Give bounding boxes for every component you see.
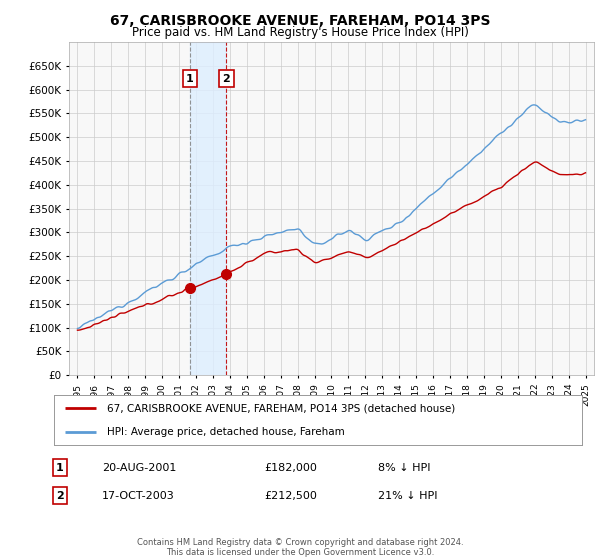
Text: 67, CARISBROOKE AVENUE, FAREHAM, PO14 3PS: 67, CARISBROOKE AVENUE, FAREHAM, PO14 3P… xyxy=(110,14,490,28)
Text: 20-AUG-2001: 20-AUG-2001 xyxy=(102,463,176,473)
Text: 21% ↓ HPI: 21% ↓ HPI xyxy=(378,491,437,501)
Text: 1: 1 xyxy=(186,74,194,83)
Text: 67, CARISBROOKE AVENUE, FAREHAM, PO14 3PS (detached house): 67, CARISBROOKE AVENUE, FAREHAM, PO14 3P… xyxy=(107,403,455,413)
Text: Contains HM Land Registry data © Crown copyright and database right 2024.
This d: Contains HM Land Registry data © Crown c… xyxy=(137,538,463,557)
Bar xyxy=(190,42,226,375)
Text: £212,500: £212,500 xyxy=(264,491,317,501)
Text: 2: 2 xyxy=(223,74,230,83)
Text: £182,000: £182,000 xyxy=(264,463,317,473)
Text: 2: 2 xyxy=(56,491,64,501)
Text: Price paid vs. HM Land Registry's House Price Index (HPI): Price paid vs. HM Land Registry's House … xyxy=(131,26,469,39)
Text: 1: 1 xyxy=(56,463,64,473)
Text: 8% ↓ HPI: 8% ↓ HPI xyxy=(378,463,431,473)
Text: HPI: Average price, detached house, Fareham: HPI: Average price, detached house, Fare… xyxy=(107,427,344,437)
Text: 17-OCT-2003: 17-OCT-2003 xyxy=(102,491,175,501)
